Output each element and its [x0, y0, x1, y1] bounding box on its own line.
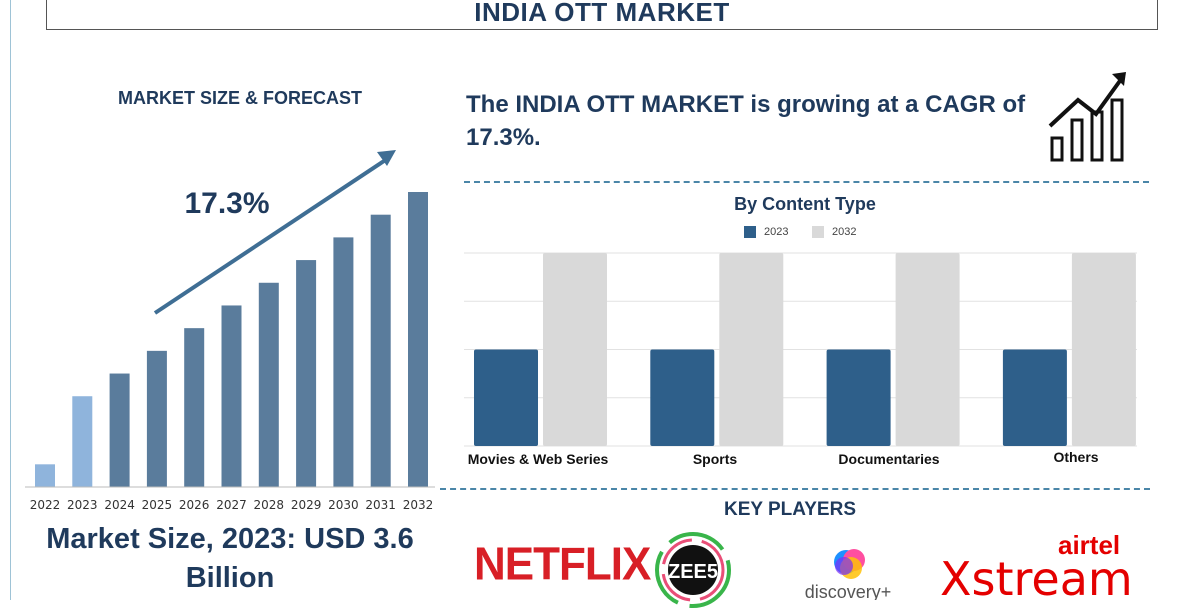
- year-label-2022: 2022: [29, 498, 61, 512]
- forecast-bar-2028: [258, 282, 279, 487]
- forecast-bar-2032: [408, 192, 428, 487]
- header-banner: INDIA OTT MARKET: [46, 0, 1158, 30]
- growth-arrowhead: [377, 150, 396, 166]
- forecast-bar-2030: [333, 237, 354, 487]
- year-label-2031: 2031: [365, 498, 396, 512]
- frame-border: [10, 0, 11, 600]
- cagr-label: 17.3%: [184, 187, 269, 220]
- category-label-movies: Movies & Web Series: [467, 451, 609, 467]
- year-label-2024: 2024: [104, 498, 135, 512]
- growth-arrow: [153, 155, 392, 315]
- forecast-bar-2031: [370, 214, 391, 487]
- legend-2023: 2023: [744, 226, 789, 239]
- year-label-2028: 2028: [253, 498, 285, 512]
- content-type-title: By Content Type: [734, 194, 876, 214]
- year-label-2023: 2023: [67, 498, 98, 512]
- cagr-summary: The INDIA OTT MARKET is growing at a CAG…: [466, 91, 1026, 151]
- content-bar-2023-1: [650, 349, 715, 446]
- content-bar-2032-2: [895, 253, 960, 446]
- zee5-wordmark: ZEE5: [668, 561, 718, 583]
- legend-label-2023: 2023: [764, 226, 789, 238]
- market-size-text: Market Size, 2023: USD 3.6 Billion: [46, 523, 414, 594]
- forecast-bar-2023: [72, 396, 93, 487]
- year-label-2032: 2032: [402, 498, 434, 512]
- content-bar-2023-2: [826, 349, 891, 446]
- xstream-logo: Xstream: [940, 552, 1133, 606]
- legend-swatch-2032: [812, 226, 824, 239]
- content-bar-2023-0: [474, 349, 538, 446]
- legend-swatch-2023: [744, 226, 756, 239]
- zee5-logo: ZEE5: [655, 532, 731, 608]
- forecast-bar-2026: [184, 328, 205, 487]
- divider-bottom: [440, 488, 1150, 490]
- growth-chart-icon: [1048, 72, 1126, 162]
- forecast-bar-2027: [221, 305, 242, 487]
- category-label-documentaries: Documentaries: [838, 451, 940, 467]
- page-title: INDIA OTT MARKET: [474, 0, 730, 27]
- year-label-2029: 2029: [290, 498, 322, 512]
- content-bar-2023-3: [1002, 349, 1067, 446]
- forecast-chart: 17.3%: [25, 150, 435, 488]
- forecast-bar-2024: [109, 373, 130, 487]
- content-bar-2032-0: [543, 253, 607, 446]
- content-bar-2032-1: [719, 253, 784, 446]
- forecast-bar-2025: [146, 350, 167, 487]
- discovery-plus-logo: discovery+: [805, 549, 892, 600]
- year-label-2027: 2027: [216, 498, 247, 512]
- legend-2032: 2032: [812, 226, 857, 239]
- year-label-2030: 2030: [328, 498, 359, 512]
- forecast-title: MARKET SIZE & FORECAST: [117, 88, 362, 108]
- netflix-logo: NETFLIX: [474, 538, 651, 591]
- divider-top: [464, 181, 1149, 183]
- category-label-others: Others: [1053, 449, 1099, 465]
- airtel-logo: airtel: [1058, 530, 1121, 560]
- year-label-2026: 2026: [178, 498, 210, 512]
- forecast-bar-2029: [296, 260, 317, 487]
- forecast-bar-2022: [35, 464, 55, 487]
- year-label-2025: 2025: [141, 498, 173, 512]
- category-label-sports: Sports: [692, 451, 738, 467]
- content-bar-2032-3: [1071, 253, 1136, 446]
- legend-label-2032: 2032: [832, 226, 857, 238]
- key-players-title: KEY PLAYERS: [724, 499, 856, 520]
- discovery-wordmark: discovery+: [805, 582, 892, 600]
